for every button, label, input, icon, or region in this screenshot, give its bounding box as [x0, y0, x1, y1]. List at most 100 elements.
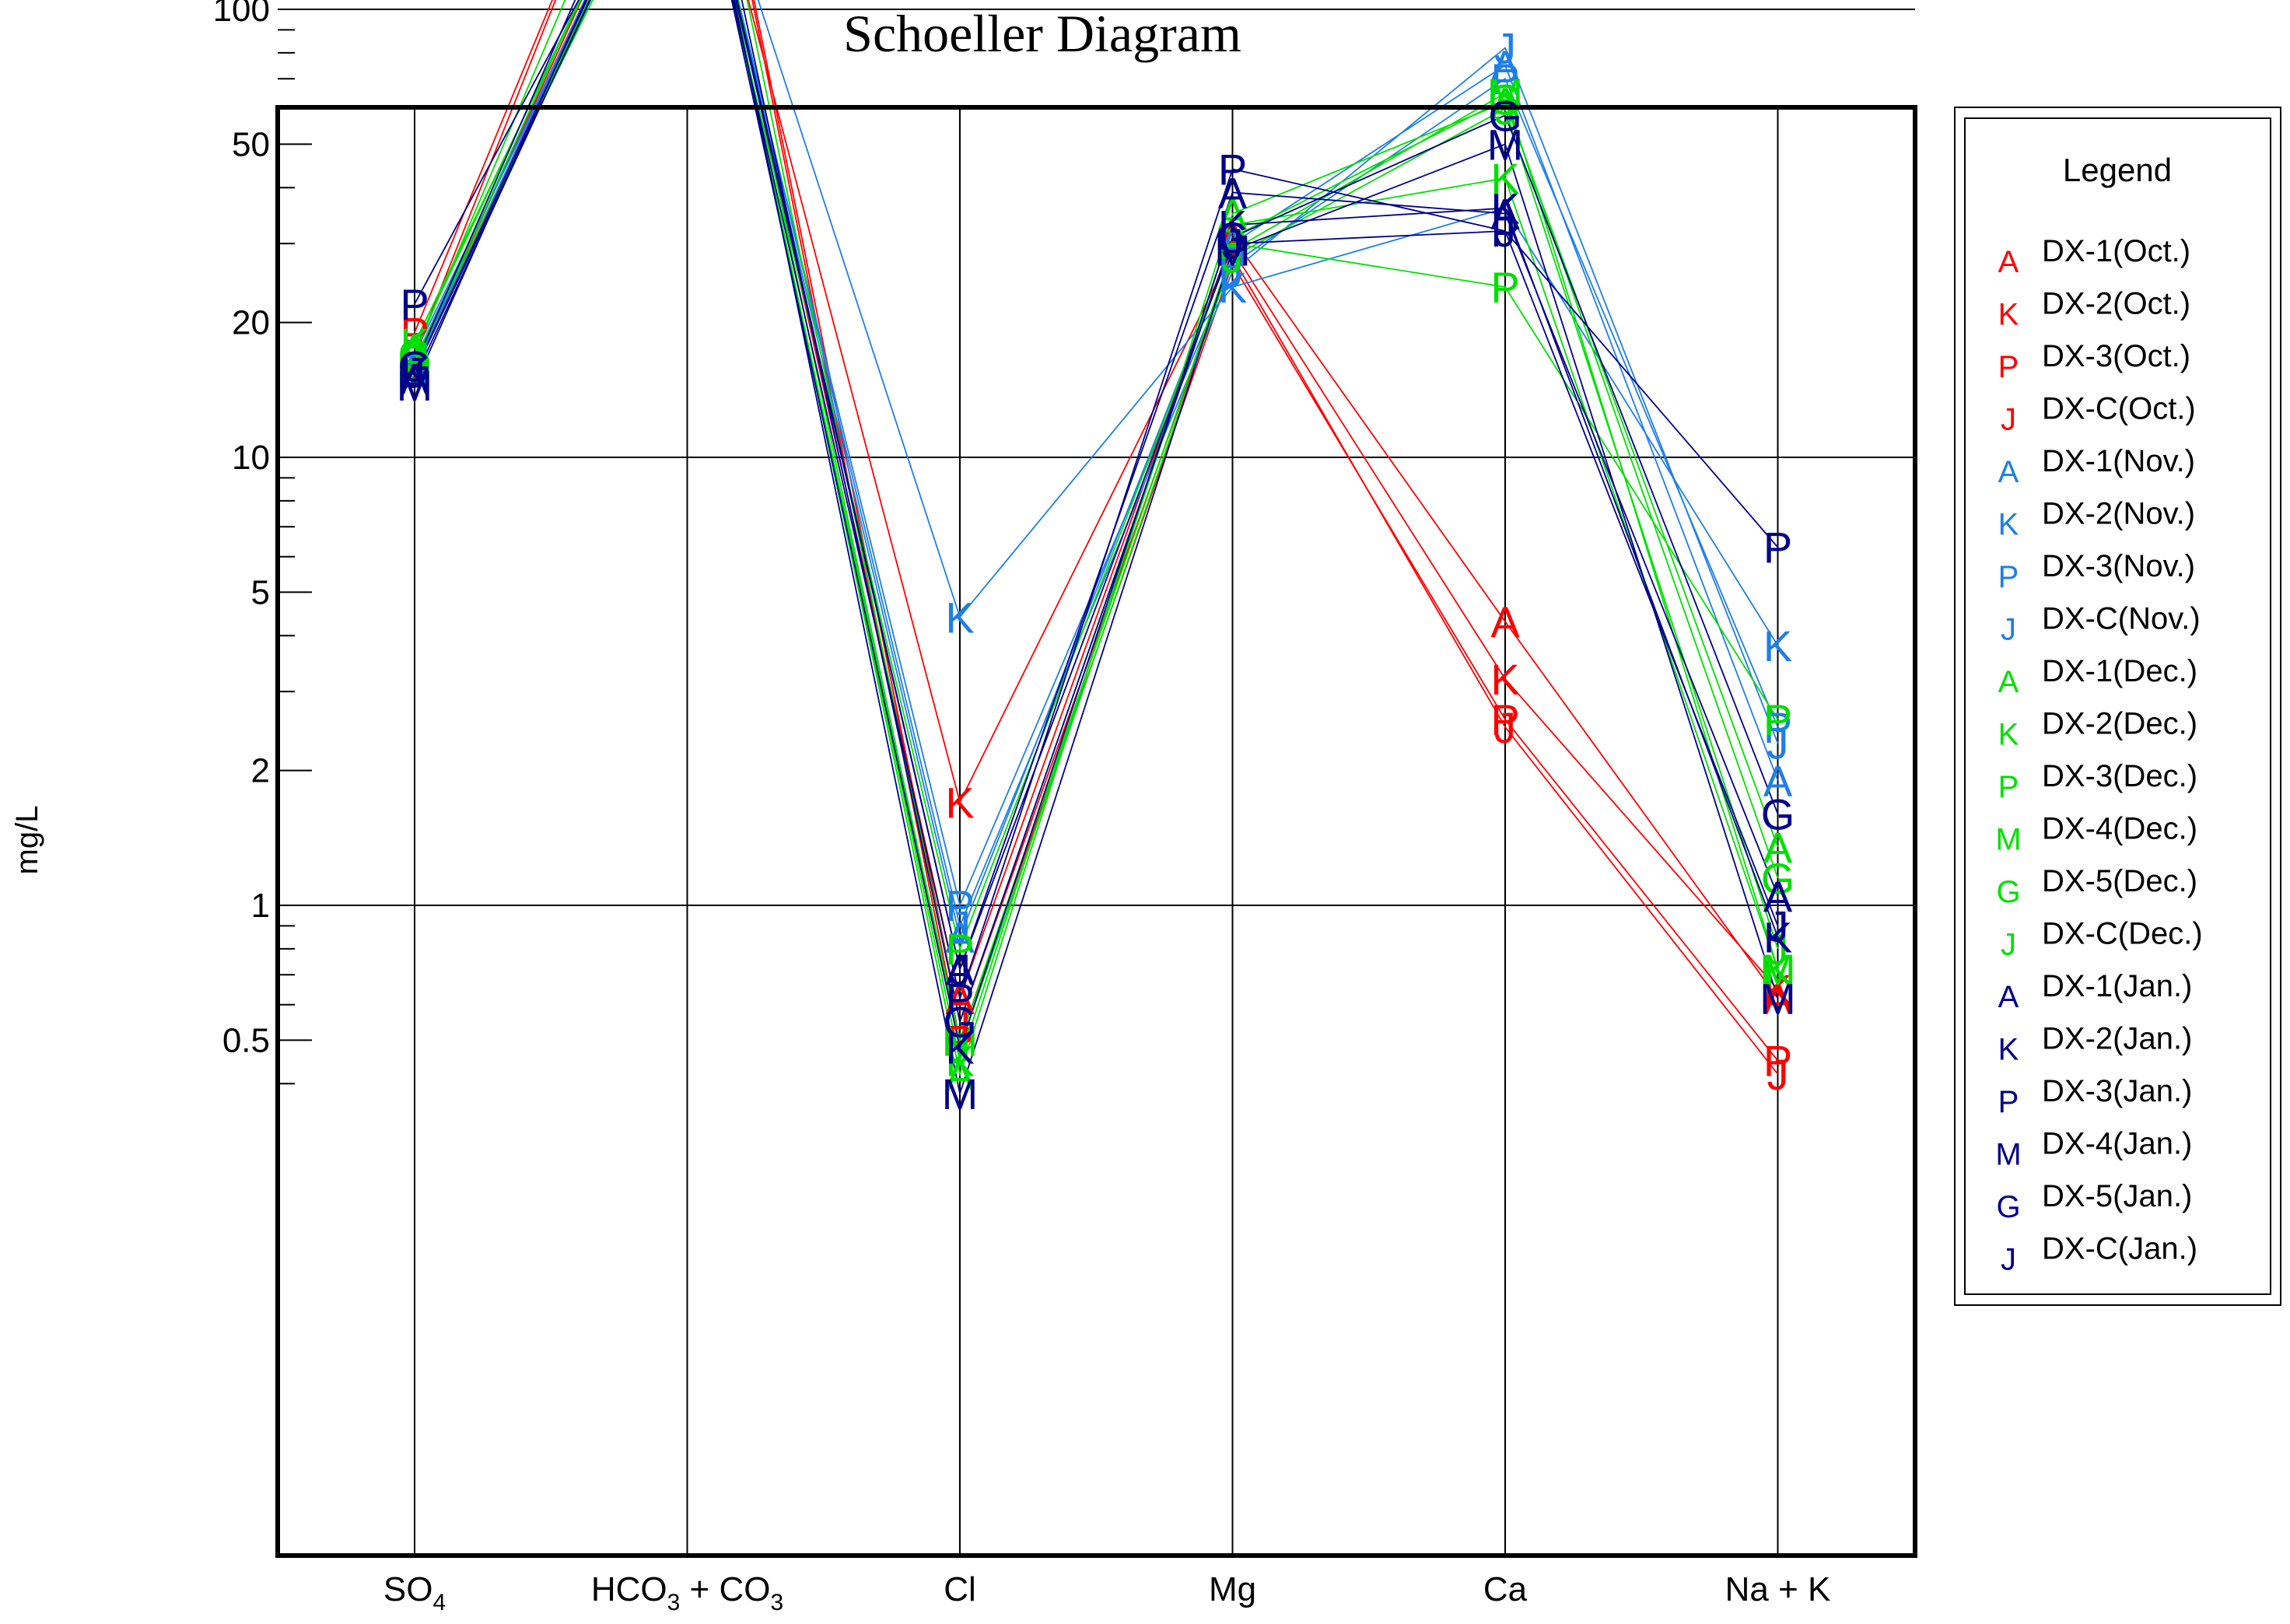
data-point-marker: P	[400, 308, 429, 357]
legend-marker: K	[1998, 1033, 2019, 1067]
series-line	[414, 0, 1779, 1001]
data-point-marker: P	[1763, 523, 1792, 572]
series-line	[414, 0, 1779, 1097]
data-point-marker: G	[1488, 75, 1522, 124]
data-point-marker: P	[1490, 207, 1519, 256]
data-point-marker: A	[1218, 169, 1248, 218]
series-line	[414, 0, 1779, 929]
data-point-marker: M	[942, 1016, 979, 1065]
data-point-marker: A	[945, 1050, 975, 1099]
data-point-marker: J	[949, 1024, 971, 1073]
y-tick-label: 1	[251, 887, 270, 925]
data-point-marker: P	[1763, 1037, 1792, 1086]
legend-marker: K	[1998, 298, 2019, 332]
legend-marker: M	[1995, 1138, 2021, 1172]
data-point-marker: K	[1763, 621, 1792, 670]
legend-marker: M	[1995, 823, 2021, 857]
series-line	[414, 0, 1779, 1075]
data-point-marker: A	[945, 975, 975, 1024]
data-point-marker: P	[400, 330, 429, 379]
legend-label: DX-2(Jan.)	[2042, 1022, 2192, 1056]
data-point-marker: A	[400, 345, 429, 394]
data-point-marker: A	[1763, 975, 1793, 1024]
legend-marker: A	[1998, 980, 2019, 1014]
legend-label: DX-2(Dec.)	[2042, 707, 2197, 741]
x-tick-label: SO4	[383, 1570, 446, 1615]
data-point-marker: A	[1490, 190, 1520, 239]
series-line	[414, 0, 1779, 972]
data-point-marker: A	[1490, 79, 1520, 128]
legend-label: DX-3(Nov.)	[2042, 549, 2195, 583]
x-tick-subscript: 3	[770, 1590, 783, 1615]
data-point-marker: G	[943, 998, 977, 1047]
legend-label: DX-C(Dec.)	[2042, 917, 2203, 951]
data-point-marker: K	[1218, 263, 1247, 312]
data-point-marker: J	[404, 341, 425, 390]
x-tick-labels: SO4 HCO3 + CO3 Cl Mg Ca Na + K	[383, 1570, 1831, 1615]
legend-marker: J	[2001, 928, 2016, 962]
legend-title: Legend	[2063, 152, 2172, 188]
data-point-marker: P	[945, 925, 974, 974]
x-tick-label: HCO3 + CO3	[591, 1570, 783, 1615]
data-point-marker: J	[1494, 207, 1516, 256]
data-point-marker: A	[400, 355, 429, 404]
data-point-marker: A	[1763, 872, 1793, 921]
y-axis-label: mg/L	[10, 806, 44, 875]
data-point-marker: P	[1218, 219, 1247, 268]
series-line	[414, 0, 1779, 1064]
data-point-marker: P	[1218, 240, 1247, 289]
x-tick-label: Mg	[1209, 1570, 1256, 1608]
legend-marker: G	[1996, 875, 2020, 909]
data-point-marker: G	[1761, 854, 1795, 903]
data-point-marker: J	[1222, 219, 1244, 268]
legend-label: DX-4(Jan.)	[2042, 1127, 2192, 1161]
legend-label: DX-1(Dec.)	[2042, 654, 2197, 688]
data-point-marker: J	[949, 998, 971, 1047]
data-point-marker: J	[1494, 24, 1516, 73]
legend-marker: G	[1996, 1190, 2020, 1224]
series-line	[414, 0, 1779, 972]
data-point-marker: K	[1490, 154, 1519, 203]
legend-marker: J	[2001, 613, 2016, 647]
data-point-marker: M	[397, 348, 433, 397]
data-point-marker: P	[945, 975, 974, 1024]
series-line	[414, 0, 1779, 1062]
data-point-marker: G	[943, 998, 977, 1047]
data-point-marker: P	[400, 280, 429, 329]
data-point-marker: K	[400, 341, 429, 390]
legend-marker: P	[1998, 1085, 2019, 1119]
x-tick-label: Na + K	[1725, 1570, 1831, 1608]
legend: Legend A DX-1(Oct.) K DX-2(Oct.) P DX-3(Oct.)…	[1954, 107, 2281, 1306]
x-tick-text: Mg	[1209, 1570, 1256, 1608]
series-line	[414, 0, 1779, 990]
x-tick-text: HCO	[591, 1570, 667, 1608]
data-point-marker: P	[1763, 695, 1792, 744]
data-point-marker: K	[945, 1024, 974, 1073]
data-point-marker: M	[1214, 226, 1251, 275]
series-line	[414, 0, 1779, 1043]
data-point-marker: J	[404, 341, 425, 390]
data-point-marker: G	[1488, 91, 1522, 140]
legend-marker: J	[2001, 1243, 2016, 1277]
data-point-marker: J	[404, 348, 425, 397]
data-point-marker: A	[1218, 190, 1248, 239]
data-point-marker: J	[949, 945, 971, 994]
series-line	[414, 0, 1779, 1051]
data-point-marker: P	[1490, 695, 1519, 744]
data-point-marker: K	[400, 348, 429, 397]
data-point-marker: K	[400, 336, 429, 385]
legend-marker: A	[1998, 665, 2019, 699]
legend-label: DX-2(Nov.)	[2042, 497, 2195, 531]
plot-frame	[275, 105, 1917, 1558]
x-tick-text: Na + K	[1725, 1570, 1831, 1608]
x-tick-subscript: 3	[667, 1590, 681, 1615]
data-point-marker: G	[1761, 789, 1795, 838]
data-point-marker: G	[1216, 213, 1250, 262]
data-point-marker: A	[1218, 219, 1248, 268]
series-line	[414, 0, 1779, 940]
data-point-marker: A	[1490, 41, 1520, 90]
data-point-marker: M	[1214, 226, 1251, 275]
data-point-marker: P	[1218, 240, 1247, 289]
data-point-marker: K	[1218, 201, 1247, 250]
data-point-marker: J	[1767, 901, 1789, 950]
